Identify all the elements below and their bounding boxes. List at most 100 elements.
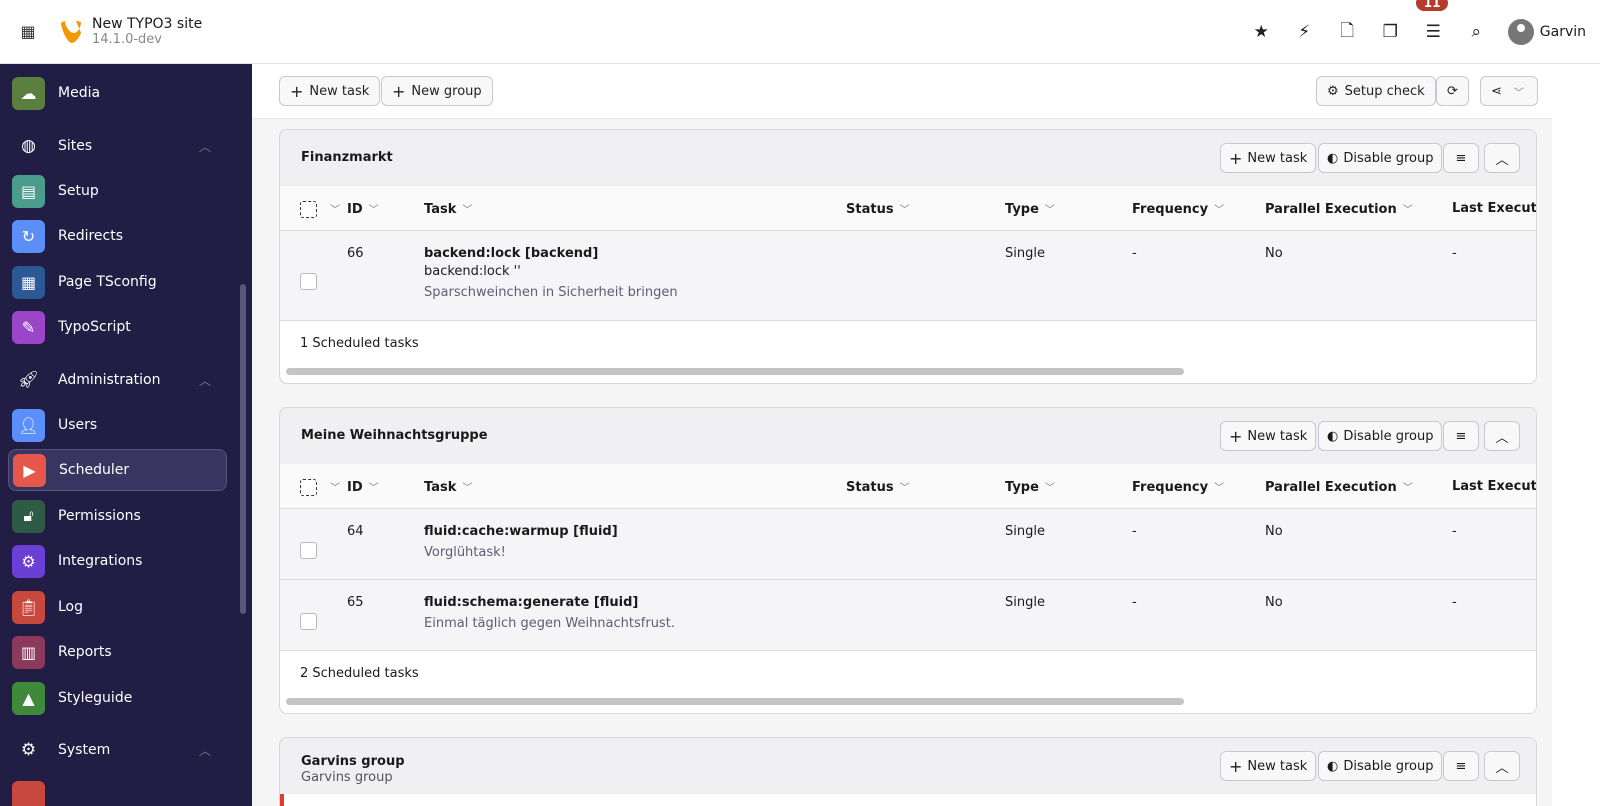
sidebar-item-users[interactable]: 👤︎ Users [8,404,227,446]
task-name[interactable]: fluid:schema:generate [fluid] [424,595,639,610]
group-new-task-button[interactable]: + New task [1220,143,1317,173]
setup-check-button[interactable]: ⚙ Setup check [1316,76,1436,106]
group-menu-button[interactable]: ≡ [1443,751,1479,781]
new-task-button[interactable]: + New task [279,76,381,106]
sidebar-item-label: TypoScript [58,319,131,335]
column-label: Parallel Execution [1265,202,1397,217]
select-all-checkbox[interactable] [300,479,317,496]
column-header[interactable]: Type ﹀ [1005,201,1055,217]
collapse-button[interactable]: ︿ [1484,421,1520,451]
button-label: New task [309,83,370,99]
row-checkbox[interactable] [300,273,317,290]
horizontal-scrollbar[interactable] [280,363,1536,383]
column-header[interactable]: Status ﹀ [846,479,910,495]
sidebar-item-styleguide[interactable]: ▲ Styleguide [8,677,227,719]
sidebar-section-sites[interactable]: ◍ Sites ︿ [8,126,227,166]
sidebar-item-reports[interactable]: ▥ Reports [8,631,227,673]
column-header[interactable]: Task ﹀ [424,479,472,495]
star-icon[interactable]: ★ [1253,22,1269,42]
disable-group-button[interactable]: ◐ Disable group [1318,143,1443,173]
search-icon[interactable]: ⌕ [1471,22,1482,42]
horizontal-scrollbar[interactable] [280,693,1536,713]
scrollbar-thumb[interactable] [286,698,1184,705]
site-title[interactable]: New TYPO3 site [92,15,203,32]
file-icon[interactable]: 🗋 [1340,20,1355,41]
sidebar-item-integrations[interactable]: ⚙ Integrations [8,540,227,582]
row-checkbox[interactable] [300,612,317,630]
copy-icon[interactable]: ❐ [1382,22,1398,42]
column-label: Last Executi [1452,201,1537,216]
task-name[interactable]: backend:lock [backend] [424,246,599,261]
column-header[interactable]: Parallel Execution ﹀ [1265,479,1413,495]
column-header[interactable]: ID ﹀ [347,479,379,495]
chevron-down-icon[interactable]: ﹀ [330,205,340,216]
button-label: Setup check [1344,83,1425,99]
sidebar-item-permissions[interactable]: 🔓︎ Permissions [8,495,227,537]
task-description: Vorglühtask! [424,545,506,560]
task-id: 65 [347,595,364,610]
column-header[interactable]: Task ﹀ [424,201,472,217]
sidebar-item-media[interactable]: ☁ Media [8,72,227,114]
menu-icon: ≡ [1455,150,1467,166]
disable-group-button[interactable]: ◐ Disable group [1318,421,1443,451]
chevron-up-icon[interactable]: ︿ [198,743,211,758]
sidebar-item-log[interactable]: 📋︎ Log [8,586,227,628]
task-parallel: No [1265,524,1283,539]
globe-icon: ◍ [21,136,36,156]
select-all-checkbox[interactable] [300,201,317,218]
table-row[interactable]: 65 fluid:schema:generate [fluid] Einmal … [280,580,1536,651]
group-header: Garvins group Garvins group + New task ◐ D… [280,738,1536,794]
table-row[interactable]: 64 fluid:cache:warmup [fluid] Vorglühtas… [280,509,1536,580]
rocket-icon: 🚀︎ [17,370,40,390]
menu-icon: ≡ [1455,758,1467,774]
column-header[interactable]: ID ﹀ [347,201,379,217]
disable-group-button[interactable]: ◐ Disable group [1318,751,1443,781]
sidebar-item-setup[interactable]: ▤ Setup [8,170,227,212]
column-header[interactable]: Frequency ﹀ [1132,201,1224,217]
reload-button[interactable]: ⟳ [1436,76,1469,106]
group-menu-button[interactable]: ≡ [1443,143,1479,173]
column-header[interactable]: Frequency ﹀ [1132,479,1224,495]
sidebar-item-page-tsconfig[interactable]: ▦ Page TSconfig [8,261,227,303]
table-header: ﹀ ID ﹀ Task ﹀ Status ﹀ Type ﹀ Frequency ﹀ Parallel … [280,464,1536,509]
sidebar-section-administration[interactable]: 🚀︎ Administration ︿ [8,360,227,400]
column-header[interactable]: Status ﹀ [846,201,910,217]
chevron-up-icon[interactable]: ︿ [198,139,211,154]
sidebar-item-scheduler[interactable]: ▶ Scheduler [8,449,227,491]
column-header[interactable]: Last Executi [1452,201,1537,216]
new-group-button[interactable]: + New group [381,76,493,106]
list-icon[interactable]: ☰ 11 [1412,0,1455,42]
sidebar-item-typoscript[interactable]: ✎ TypoScript [8,306,227,348]
sidebar-section-system[interactable]: ⚙ System ︿ [8,730,227,770]
avatar[interactable] [1507,19,1534,45]
sidebar-item-redirects[interactable]: ↻ Redirects [8,215,227,257]
column-header[interactable]: Parallel Execution ﹀ [1265,201,1413,217]
user-name[interactable]: Garvin [1539,24,1586,40]
group-new-task-button[interactable]: + New task [1220,421,1317,451]
group-menu-button[interactable]: ≡ [1443,421,1479,451]
chevron-up-icon: ︿ [1495,152,1509,168]
task-name[interactable]: fluid:cache:warmup [fluid] [424,524,618,539]
module-menu-toggle-icon[interactable]: ▦ [20,22,36,41]
scrollbar-thumb[interactable] [286,368,1184,375]
sidebar-item-next[interactable] [8,776,227,806]
task-parallel: No [1265,595,1283,610]
sidebar-scrollbar[interactable] [240,284,246,614]
share-dropdown[interactable]: ⋖ ﹀ [1480,76,1538,106]
table-row[interactable]: 66 backend:lock [backend] backend:lock '… [280,231,1536,321]
bolt-icon[interactable]: ⚡︎ [1298,22,1311,42]
column-header[interactable]: Last Executi [1452,479,1536,494]
task-description: Sparschweinchen in Sicherheit bringen [424,285,678,300]
chevron-up-icon[interactable]: ︿ [198,373,211,388]
collapse-button[interactable]: ︿ [1484,143,1520,173]
column-header[interactable]: Type ﹀ [1005,479,1055,495]
chevron-down-icon[interactable]: ﹀ [330,483,340,494]
group-new-task-button[interactable]: + New task [1220,751,1317,781]
button-label: Disable group [1343,758,1434,774]
task-table: ﹀ ID ﹀ Task ﹀ Status ﹀ Type ﹀ Frequency ﹀ Parallel … [280,464,1536,713]
chevron-down-icon: ﹀ [1402,205,1413,216]
row-checkbox[interactable] [300,541,317,559]
collapse-button[interactable]: ︿ [1484,751,1520,781]
chevron-down-icon: ﹀ [1402,483,1413,494]
main-content: + New task + New group ⚙ Setup check ⟳ ⋖ ﹀ F… [252,64,1552,806]
